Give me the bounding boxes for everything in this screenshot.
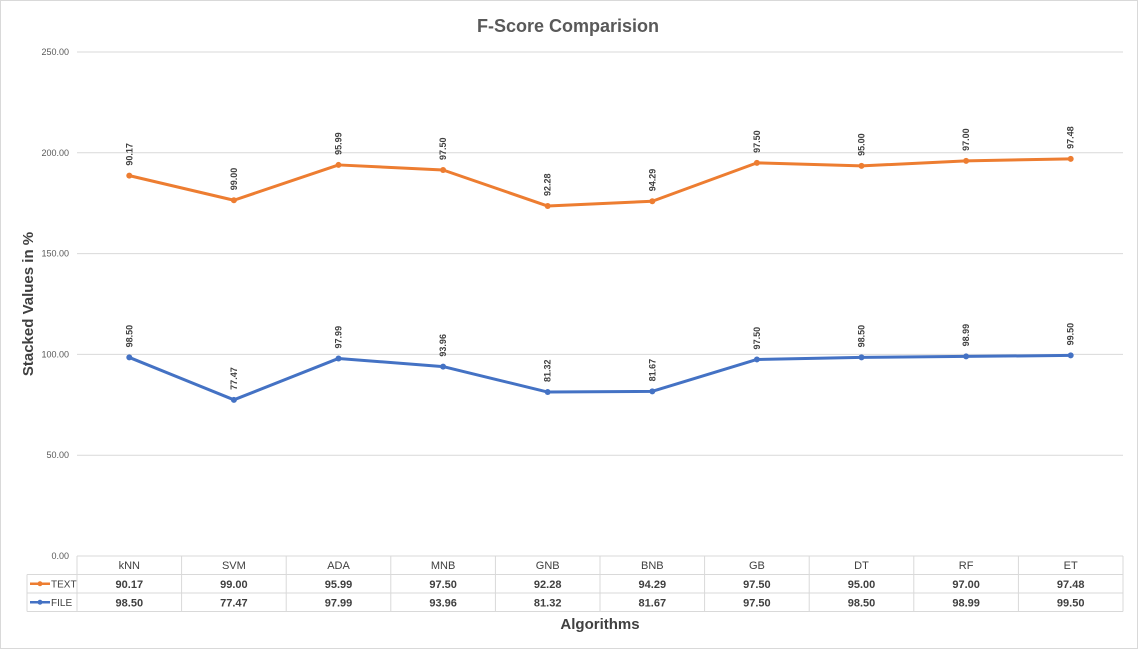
data-label: 98.50 [124,325,134,348]
table-value: 98.50 [116,597,144,609]
y-tick-label: 50.00 [46,450,69,460]
category-label: MNB [431,560,455,572]
table-value: 99.00 [220,579,248,591]
data-point [335,161,342,168]
y-tick-label: 100.00 [41,349,69,359]
category-label: GB [749,560,765,572]
table-value: 95.99 [325,579,353,591]
data-point [963,353,970,360]
chart-title: F-Score Comparision [477,16,659,36]
data-point [963,157,970,164]
y-tick-label: 200.00 [41,148,69,158]
table-value: 92.28 [534,579,562,591]
data-label: 94.29 [647,169,657,192]
table-value: 97.50 [743,579,771,591]
data-point [753,159,760,166]
data-point [649,388,656,395]
series-line-file [128,353,1071,402]
data-label: 95.00 [857,133,867,156]
legend-label-file: FILE [51,598,72,609]
data-table: kNN SVM ADA MNB GNB BNB GB DT RF ET TEXT 90.17 99.00… [26,555,1124,612]
table-value: 98.50 [848,597,876,609]
category-label: SVM [222,560,246,572]
series-layer [126,155,1074,403]
table-value: 97.99 [325,597,353,609]
y-tick-label: 0.00 [51,551,69,561]
category-label: RF [959,560,974,572]
category-label: GNB [536,560,560,572]
y-axis-title: Stacked Values in % [20,232,37,376]
data-point [230,396,237,403]
data-point [753,356,760,363]
data-label: 95.99 [334,132,344,155]
data-point [1067,352,1074,359]
table-value: 97.48 [1057,579,1085,591]
table-value: 81.32 [534,597,562,609]
table-value: 95.00 [848,579,876,591]
data-label: 97.50 [752,327,762,350]
category-label: ET [1064,560,1078,572]
y-tick-label: 250.00 [41,47,69,57]
data-point [858,162,865,169]
data-point [440,167,447,174]
data-point [858,354,865,361]
category-label: kNN [119,560,140,572]
data-label: 81.32 [543,360,553,383]
data-point [126,354,133,361]
data-label: 98.99 [961,324,971,347]
table-value: 99.50 [1057,597,1085,609]
data-label: 99.50 [1066,323,1076,346]
data-label: 99.00 [229,168,239,191]
table-value: 90.17 [116,579,144,591]
data-label: 98.50 [857,325,867,348]
data-label: 77.47 [229,367,239,390]
table-value: 81.67 [639,597,667,609]
data-label: 81.67 [647,359,657,382]
legend-label-text: TEXT [51,579,77,590]
data-point [544,203,551,210]
data-label: 93.96 [438,334,448,357]
data-label: 97.99 [334,326,344,349]
y-axis-ticks: 0.00 50.00 100.00 150.00 200.00 250.00 [41,47,69,561]
table-value: 97.50 [743,597,771,609]
legend-marker-file [37,599,43,605]
table-value: 97.50 [429,579,457,591]
data-point [126,172,133,179]
data-point [440,363,447,370]
category-label: ADA [327,560,350,572]
data-point [335,355,342,362]
data-point [230,197,237,204]
legend-marker-text [37,581,43,587]
table-value: 98.99 [952,597,980,609]
data-label: 97.00 [961,128,971,151]
y-tick-label: 150.00 [41,249,69,259]
data-point [544,389,551,396]
category-label: BNB [641,560,664,572]
x-axis-title: Algorithms [560,616,639,633]
data-label: 92.28 [543,173,553,196]
series-line-text [128,157,1071,208]
data-label: 90.17 [124,143,134,166]
data-point [649,198,656,205]
data-point [1067,155,1074,162]
table-value: 93.96 [429,597,457,609]
data-label: 97.48 [1066,126,1076,149]
data-label: 97.50 [752,130,762,153]
data-label: 97.50 [438,137,448,160]
data-labels: 98.50 77.47 97.99 93.96 81.32 81.67 97.50 98.50… [124,126,1075,389]
table-value: 94.29 [639,579,667,591]
table-value: 97.00 [952,579,980,591]
category-label: DT [854,560,869,572]
table-value: 77.47 [220,597,248,609]
